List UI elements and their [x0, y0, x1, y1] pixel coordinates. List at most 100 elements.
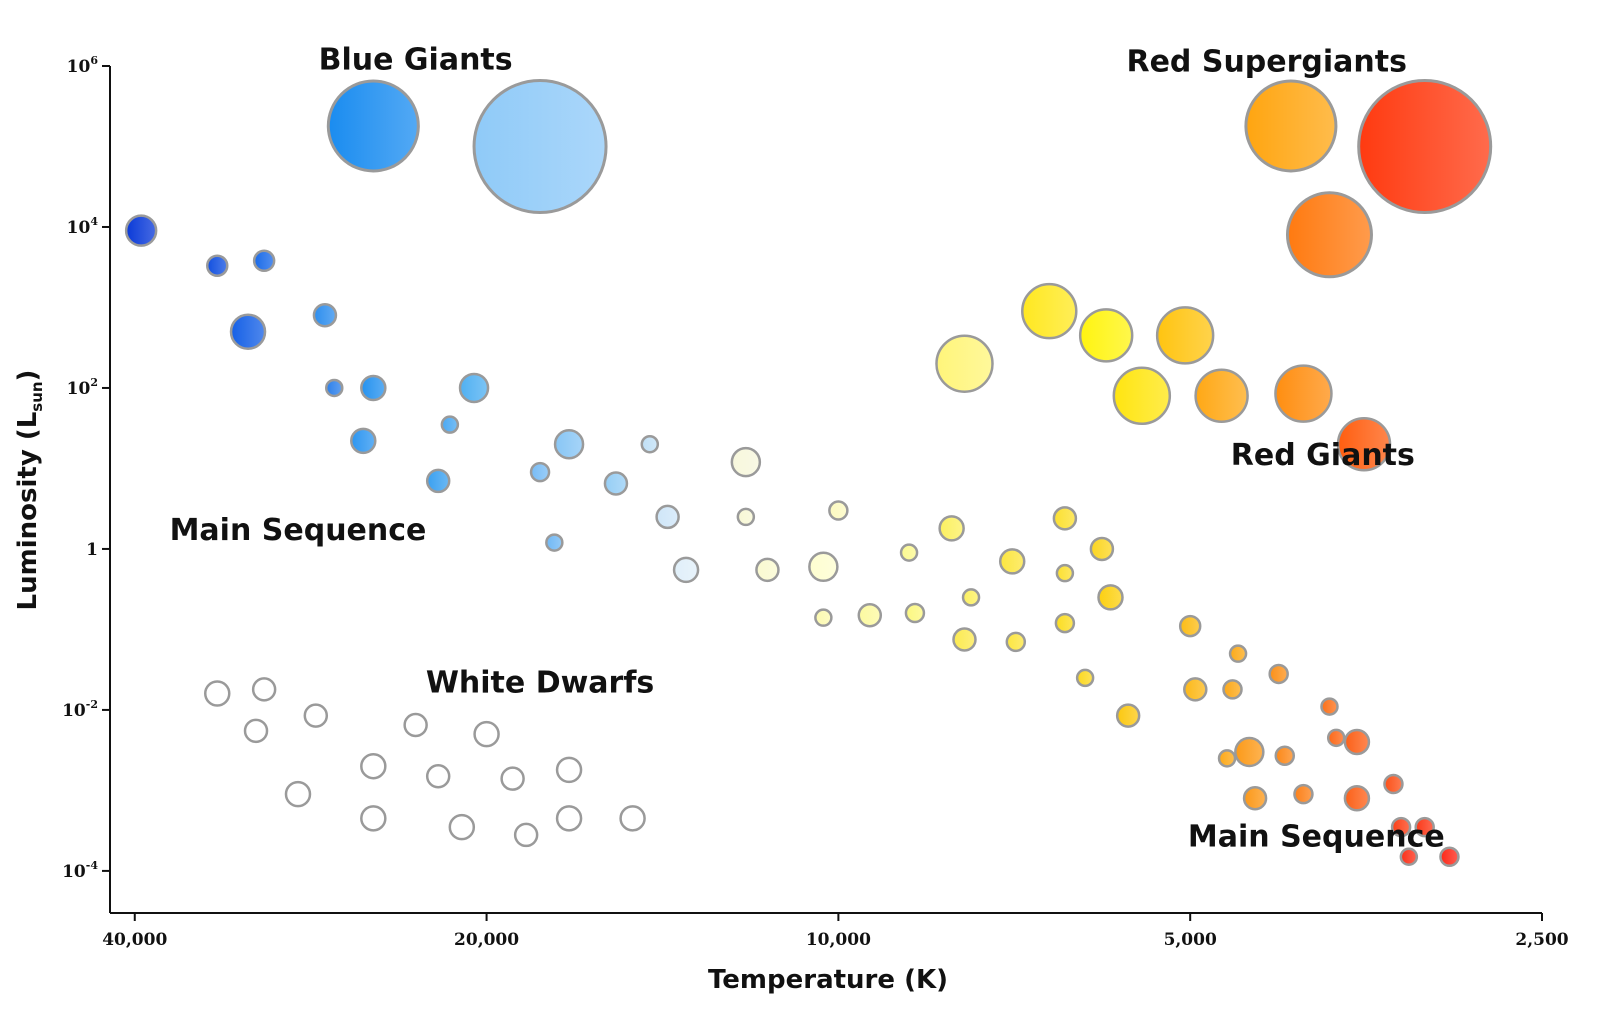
- main-sequence-star: [1326, 728, 1346, 748]
- main-sequence-star: [1234, 736, 1265, 768]
- main-sequence-star: [425, 468, 451, 494]
- y-tick-exponent: -4: [86, 859, 99, 872]
- white-dwarfs-star: [360, 752, 387, 780]
- main-sequence-star: [1075, 668, 1095, 688]
- main-sequence-star: [1228, 644, 1248, 663]
- y-tick-label: 106: [67, 54, 99, 77]
- main-sequence-star: [1414, 816, 1435, 838]
- main-sequence-star: [1293, 783, 1314, 805]
- white-dwarfs-star: [473, 720, 500, 748]
- white-dwarfs-star: [360, 805, 387, 832]
- main-sequence-star: [828, 500, 849, 521]
- red-supergiants-star: [1357, 78, 1493, 214]
- y-tick-label: 1: [86, 540, 98, 560]
- x-tick-label: 20,000: [454, 930, 519, 950]
- main-sequence-star: [545, 533, 564, 552]
- main-sequence-star: [755, 557, 780, 583]
- y-tick-base: 10: [62, 701, 86, 721]
- red-giants-star: [1021, 282, 1078, 340]
- main-sequence-star: [904, 602, 926, 624]
- main-sequence-star: [1178, 614, 1202, 638]
- main-sequence-star: [252, 249, 276, 273]
- main-sequence-star: [998, 548, 1026, 575]
- main-sequence-star: [458, 372, 490, 404]
- main-sequence-star: [1005, 631, 1027, 653]
- y-tick-label: 10-4: [62, 859, 98, 882]
- x-tick-label: 5,000: [1164, 930, 1217, 950]
- x-tick-label: 2,500: [1515, 930, 1568, 950]
- white-dwarfs-star: [425, 763, 451, 789]
- main-sequence-star: [952, 627, 977, 652]
- group-label-red-supergiants: Red Supergiants: [1126, 45, 1407, 80]
- x-tick-label: 10,000: [806, 930, 871, 950]
- y-tick-label: 102: [67, 376, 98, 399]
- main-sequence-star: [206, 254, 229, 277]
- y-axis-title-sub: sun: [28, 381, 46, 411]
- main-sequence-star: [814, 608, 833, 627]
- white-dwarfs-star: [403, 712, 428, 738]
- main-sequence-star: [730, 446, 762, 478]
- main-sequence-star: [350, 427, 377, 455]
- red-giants-star: [1155, 306, 1215, 365]
- main-sequence-star: [1268, 663, 1289, 685]
- main-sequence-star: [124, 214, 158, 247]
- red-giants-star: [935, 334, 994, 393]
- main-sequence-star: [1399, 847, 1419, 866]
- red-supergiants-star: [1285, 191, 1373, 279]
- main-sequence-star: [1222, 679, 1243, 700]
- red-giants-star: [1336, 416, 1392, 472]
- red-giants-star: [1112, 366, 1172, 426]
- main-sequence-star: [1054, 612, 1076, 634]
- blue-giants-star: [326, 79, 420, 173]
- y-axis-title-main: Luminosity (L: [13, 412, 43, 611]
- white-dwarfs-star: [251, 677, 277, 702]
- main-sequence-star: [229, 313, 267, 350]
- group-labels: Blue Giants Red Supergiants Main Sequence R…: [170, 43, 1445, 855]
- y-tick-exponent: 4: [90, 215, 98, 228]
- main-sequence-star: [938, 515, 965, 542]
- main-sequence-star: [899, 543, 919, 562]
- white-dwarfs-star: [303, 703, 329, 728]
- main-sequence-star: [640, 434, 660, 454]
- main-sequence-star: [736, 507, 756, 527]
- main-sequence-star: [603, 471, 629, 496]
- y-tick-base: 10: [67, 218, 91, 238]
- y-tick-exponent: 6: [90, 54, 98, 67]
- main-sequence-star: [1242, 785, 1268, 811]
- main-sequence-star: [360, 374, 387, 402]
- y-tick-exponent: -2: [86, 698, 98, 711]
- main-sequence-star: [312, 303, 338, 328]
- main-sequence-star: [961, 588, 981, 607]
- main-sequence-star: [1097, 584, 1124, 611]
- main-sequence-star: [529, 461, 551, 483]
- series-red-supergiants: [1244, 78, 1493, 279]
- y-axis-title: Luminosity (Lsun): [13, 370, 46, 611]
- y-tick-base: 10: [62, 862, 86, 882]
- data-points: [124, 78, 1493, 867]
- x-axis-title: Temperature (K): [708, 965, 948, 995]
- main-sequence-star: [440, 415, 460, 434]
- group-label-red-giants: Red Giants: [1231, 438, 1415, 473]
- blue-giants-star: [472, 78, 608, 214]
- group-label-main-sequence: Main Sequence: [1188, 820, 1445, 855]
- main-sequence-star: [655, 504, 680, 530]
- main-sequence-star: [1274, 745, 1296, 766]
- white-dwarfs-star: [284, 780, 312, 808]
- main-sequence-star: [857, 603, 883, 628]
- main-sequence-star: [1343, 728, 1371, 756]
- main-sequence-star: [1390, 816, 1412, 838]
- main-sequence-star: [1439, 846, 1460, 867]
- group-label-main-sequence: Main Sequence: [170, 513, 427, 548]
- ticks: 40,000 20,000 10,000 5,000 2,500106104102110…: [62, 54, 1569, 950]
- x-tick-label: 40,000: [102, 930, 167, 950]
- main-sequence-star: [1089, 536, 1115, 562]
- main-sequence-star: [1115, 703, 1141, 728]
- white-dwarfs-star: [500, 766, 525, 791]
- main-sequence-star: [1183, 677, 1208, 702]
- y-tick-base: 1: [86, 540, 98, 560]
- main-sequence-star: [672, 556, 700, 584]
- main-sequence-star: [1343, 784, 1371, 812]
- y-tick-exponent: 2: [90, 376, 98, 389]
